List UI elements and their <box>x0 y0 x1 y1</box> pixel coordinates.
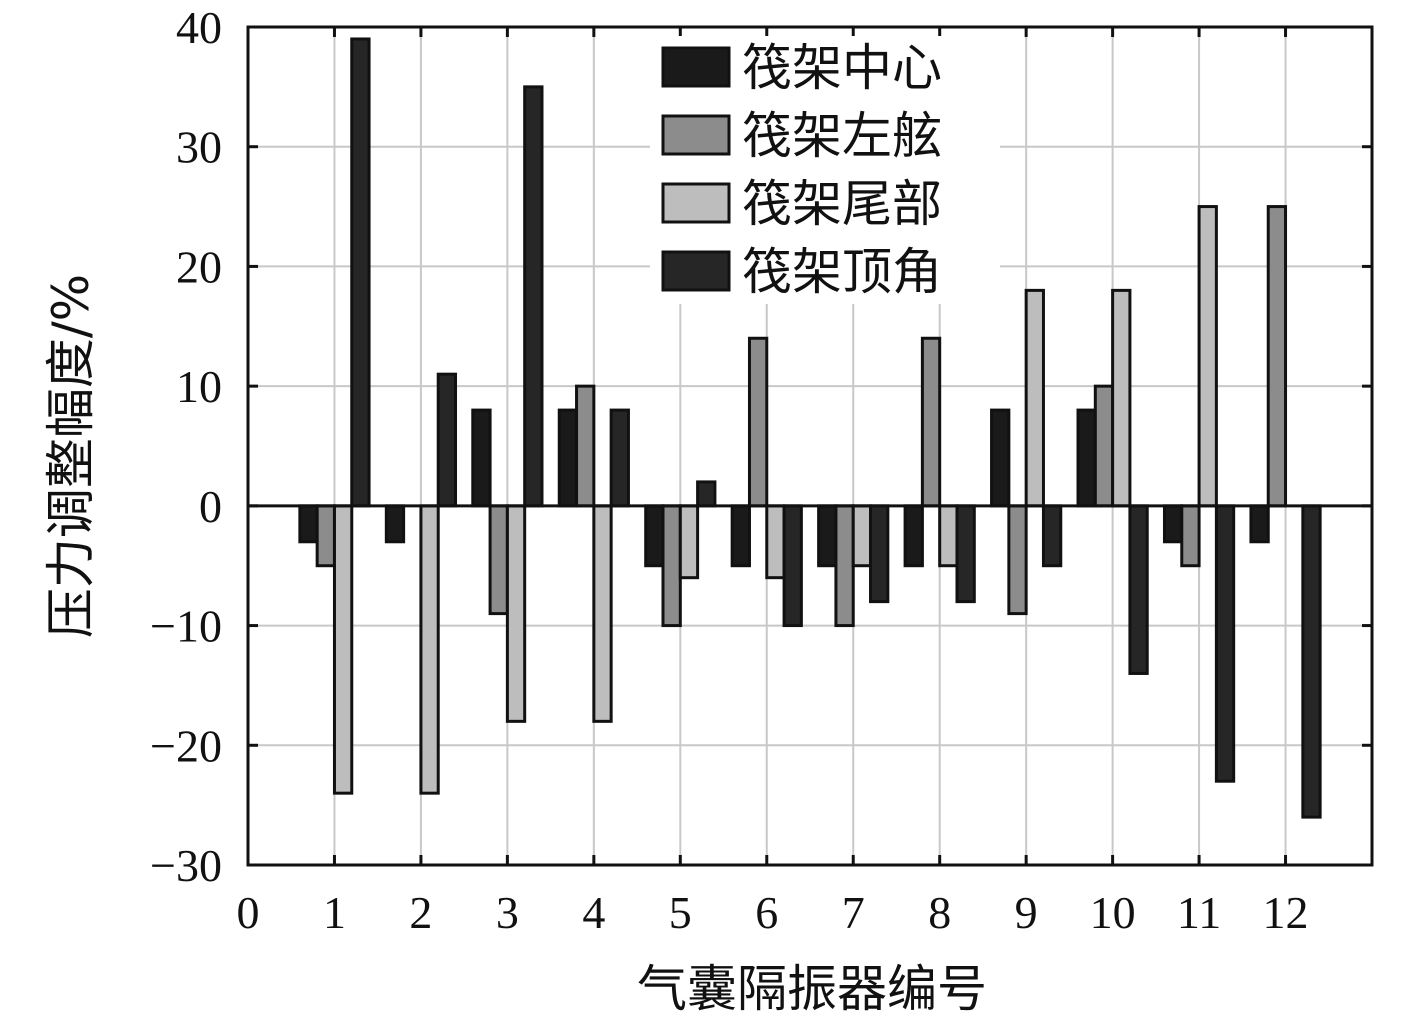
bar-10-1 <box>1093 384 1115 508</box>
bar-9-2 <box>1024 288 1045 508</box>
x-tick-label-3: 3 <box>496 887 519 938</box>
bar-3-1 <box>488 504 509 616</box>
bar-5-0 <box>644 504 665 568</box>
bar-12-0 <box>1249 504 1270 544</box>
bar-1-3 <box>350 37 371 508</box>
x-tick-label-5: 5 <box>669 887 692 938</box>
y-tick-label-2: −10 <box>150 601 222 652</box>
bar-4-3 <box>609 408 630 508</box>
y-tick-labels: −30 −20 −10 0 10 20 30 40 <box>150 2 222 891</box>
bar-6-3 <box>782 504 803 628</box>
bar-8-1 <box>920 336 942 508</box>
y-tick-label-3: 0 <box>199 481 222 532</box>
y-tick-label-5: 20 <box>176 241 222 292</box>
bar-11-1 <box>1180 504 1201 568</box>
legend-label-0: 筏架中心 <box>742 39 942 97</box>
x-tick-label-4: 4 <box>582 887 605 938</box>
axis-ticks <box>246 25 1372 867</box>
bar-10-2 <box>1111 288 1132 508</box>
legend-label-3: 筏架顶角 <box>742 243 942 301</box>
bar-2-3 <box>436 372 458 508</box>
bar-7-3 <box>869 504 890 604</box>
x-tick-label-7: 7 <box>842 887 865 938</box>
y-axis-title: 压力调整幅度/% <box>42 274 100 638</box>
legend-label-2: 筏架尾部 <box>742 175 942 233</box>
bar-10-0 <box>1076 408 1097 508</box>
bar-9-1 <box>1007 504 1028 616</box>
legend-swatch-2 <box>661 182 731 224</box>
bar-5-1 <box>661 504 682 628</box>
bar-9-3 <box>1041 504 1063 568</box>
bar-5-3 <box>696 480 717 508</box>
legend: 筏架中心 筏架左舷 筏架尾部 筏架顶角 <box>650 36 1000 304</box>
x-tick-label-6: 6 <box>755 887 778 938</box>
y-tick-label-0: −30 <box>150 840 222 891</box>
legend-label-1: 筏架左舷 <box>742 107 942 165</box>
x-tick-label-11: 11 <box>1177 887 1221 938</box>
plot-frame <box>246 25 1374 867</box>
bar-1-2 <box>332 504 354 795</box>
x-tick-label-1: 1 <box>323 887 346 938</box>
bars <box>298 37 1322 819</box>
bar-12-3 <box>1301 504 1322 819</box>
bar-8-0 <box>903 504 924 568</box>
bar-1-0 <box>298 504 319 544</box>
x-tick-label-8: 8 <box>928 887 951 938</box>
legend-swatch-1 <box>661 114 731 156</box>
bar-6-0 <box>730 504 751 568</box>
legend-swatch-3 <box>661 250 731 292</box>
bar-5-2 <box>678 504 700 580</box>
x-tick-label-9: 9 <box>1015 887 1038 938</box>
bar-11-0 <box>1162 504 1184 544</box>
bar-4-2 <box>592 504 613 723</box>
x-tick-labels: 0 1 2 3 4 5 6 7 8 9 10 11 12 <box>237 887 1309 938</box>
bar-8-3 <box>955 504 976 604</box>
bar-11-2 <box>1197 205 1218 508</box>
bar-9-0 <box>990 408 1011 508</box>
bar-6-1 <box>747 336 769 508</box>
bar-8-2 <box>938 504 959 568</box>
bar-11-3 <box>1214 504 1236 783</box>
bar-7-0 <box>817 504 838 568</box>
bar-12-1 <box>1266 205 1288 508</box>
y-tick-label-6: 30 <box>176 122 222 173</box>
bar-3-3 <box>523 85 544 508</box>
y-tick-label-4: 10 <box>176 361 222 412</box>
bar-4-0 <box>557 408 579 508</box>
bar-1-1 <box>315 504 336 568</box>
x-tick-label-12: 12 <box>1263 887 1309 938</box>
bar-4-1 <box>575 384 596 508</box>
y-tick-label-7: 40 <box>176 2 222 53</box>
bar-2-2 <box>419 504 440 795</box>
x-tick-label-0: 0 <box>237 887 260 938</box>
bar-3-2 <box>505 504 527 723</box>
bar-7-2 <box>851 504 873 568</box>
y-tick-label-1: −20 <box>150 720 222 771</box>
x-tick-label-10: 10 <box>1090 887 1136 938</box>
x-tick-label-2: 2 <box>409 887 432 938</box>
x-axis-title: 气囊隔振器编号 <box>637 960 987 1018</box>
bar-7-1 <box>834 504 855 628</box>
bar-3-0 <box>471 408 492 508</box>
bar-10-3 <box>1128 504 1149 675</box>
bar-6-2 <box>765 504 786 580</box>
legend-swatch-0 <box>661 46 731 88</box>
bar-2-0 <box>384 504 406 544</box>
